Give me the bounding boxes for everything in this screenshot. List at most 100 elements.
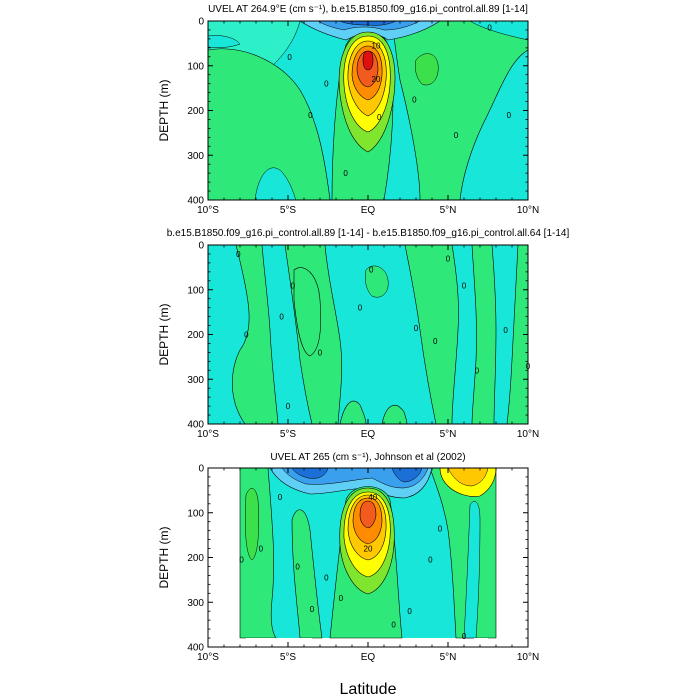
y-tick-label: 0 (198, 241, 204, 252)
panel-model-title: UVEL AT 264.9°E (cm s⁻¹), b.e15.B1850.f0… (208, 4, 528, 15)
obs-surface-westward-core-west (291, 468, 329, 479)
contour-label: 0 (507, 111, 512, 120)
x-tick-label: 10°S (197, 205, 219, 216)
contour-label: 0 (239, 556, 244, 565)
y-tick-label: 200 (187, 106, 204, 117)
obs-bottom-gap-2 (298, 638, 312, 647)
panel-model-field (208, 21, 528, 200)
panel-observations-contour-labels: 0 40 20 0 0 0 0 0 0 0 0 0 0 0 (239, 493, 467, 641)
y-tick-label: 300 (187, 151, 204, 162)
contour-label: 0 (414, 324, 419, 333)
y-tick-label: 0 (198, 17, 204, 28)
panel-model: UVEL AT 264.9°E (cm s⁻¹), b.e15.B1850.f0… (157, 4, 539, 216)
contour-label: 0 (462, 632, 467, 641)
y-tick-label: 400 (187, 643, 204, 654)
x-tick-label: 5°N (440, 652, 457, 663)
obs-south-lime-lens (245, 488, 259, 561)
x-tick-label: 10°N (517, 429, 539, 440)
contour-label: 0 (358, 304, 363, 313)
contour-label: 0 (462, 281, 467, 290)
south-eastward-current (208, 48, 331, 200)
diff-green-lens (293, 267, 321, 357)
contour-label: 0 (324, 80, 329, 89)
y-axis-title: DEPTH (m) (157, 527, 171, 589)
panel-model-contour-labels: 10 20 0 0 0 0 0 0 0 0 0 (287, 24, 512, 178)
north-surface-pocket (469, 21, 528, 41)
diff-cyan-column-4 (491, 245, 519, 424)
panel-difference-axes: 10°S 5°S EQ 5°N 10°N 0 100 200 300 400 DEPTH (m) (157, 241, 539, 441)
diff-cyan-column-3 (451, 245, 477, 424)
contour-label: 0 (286, 402, 291, 411)
contour-label: 0 (287, 53, 292, 62)
y-tick-label: 0 (198, 464, 204, 475)
y-tick-label: 300 (187, 375, 204, 386)
x-tick-label: 5°S (280, 205, 297, 216)
contour-label: 0 (487, 24, 492, 33)
contour-label: 0 (377, 113, 382, 122)
panel-difference: b.e15.B1850.f09_g16.pi_control.all.89 [1… (157, 228, 569, 440)
y-tick-label: 400 (187, 420, 204, 431)
y-tick-label: 300 (187, 598, 204, 609)
diff-green-lens-2 (365, 265, 389, 298)
contour-label: 0 (259, 545, 264, 554)
panel-difference-field (208, 245, 528, 424)
contour-label: 10 (372, 42, 381, 51)
contour-label: 0 (244, 331, 249, 340)
contour-label: 0 (433, 337, 438, 346)
contour-label: 0 (407, 607, 412, 616)
x-tick-label: 5°N (440, 429, 457, 440)
euc-core-max (362, 50, 374, 71)
x-tick-label: EQ (361, 652, 376, 663)
surface-westward-core-inner (317, 21, 421, 31)
contour-label: 0 (391, 621, 396, 630)
y-axis-title: DEPTH (m) (157, 304, 171, 366)
x-tick-label: 10°N (517, 652, 539, 663)
y-axis-title: DEPTH (m) (157, 80, 171, 142)
contour-label: 0 (369, 266, 374, 275)
obs-bottom-gap-3 (420, 638, 436, 647)
contour-label: 0 (318, 348, 323, 357)
contour-label: 0 (339, 594, 344, 603)
x-tick-label: 10°N (517, 205, 539, 216)
south-deep-pocket (254, 167, 297, 200)
obs-surface-westward-core-east (391, 468, 423, 483)
contour-label: 0 (308, 111, 313, 120)
contour-label: 0 (428, 556, 433, 565)
panel-observations-title: UVEL AT 265 (cm s⁻¹), Johnson et al (200… (270, 452, 465, 463)
contour-label: 0 (475, 366, 480, 375)
diff-green-bump-1 (339, 400, 367, 424)
contour-label: 0 (446, 254, 451, 263)
south-surface-pocket (208, 35, 241, 48)
obs-bottom-gap-1 (246, 638, 276, 647)
y-tick-label: 100 (187, 285, 204, 296)
y-tick-label: 200 (187, 330, 204, 341)
x-tick-label: 5°S (280, 652, 297, 663)
obs-east-cyan-column (463, 501, 481, 639)
contour-label: 0 (324, 574, 329, 583)
contour-label: 0 (343, 169, 348, 178)
y-tick-label: 200 (187, 553, 204, 564)
contour-label: 0 (236, 250, 241, 259)
x-tick-label: 5°S (280, 429, 297, 440)
contour-label: 40 (368, 493, 377, 502)
panel-observations-field (208, 468, 528, 647)
x-tick-label: 10°S (197, 429, 219, 440)
x-axis-title: Latitude (340, 681, 397, 698)
contour-label: 0 (503, 326, 508, 335)
contour-label: 0 (412, 95, 417, 104)
panel-difference-title: b.e15.B1850.f09_g16.pi_control.all.89 [1… (167, 228, 570, 239)
y-tick-label: 100 (187, 61, 204, 72)
contour-label: 20 (372, 75, 381, 84)
obs-south-green-column (291, 509, 323, 639)
x-tick-label: EQ (361, 205, 376, 216)
contour-label: 0 (278, 493, 283, 502)
contour-label: 0 (438, 524, 443, 533)
contour-label: 0 (291, 281, 296, 290)
contour-label: 0 (454, 131, 459, 140)
panel-observations: UVEL AT 265 (cm s⁻¹), Johnson et al (200… (157, 452, 539, 663)
contour-label: 20 (364, 545, 373, 554)
north-lime-pocket (415, 53, 439, 86)
